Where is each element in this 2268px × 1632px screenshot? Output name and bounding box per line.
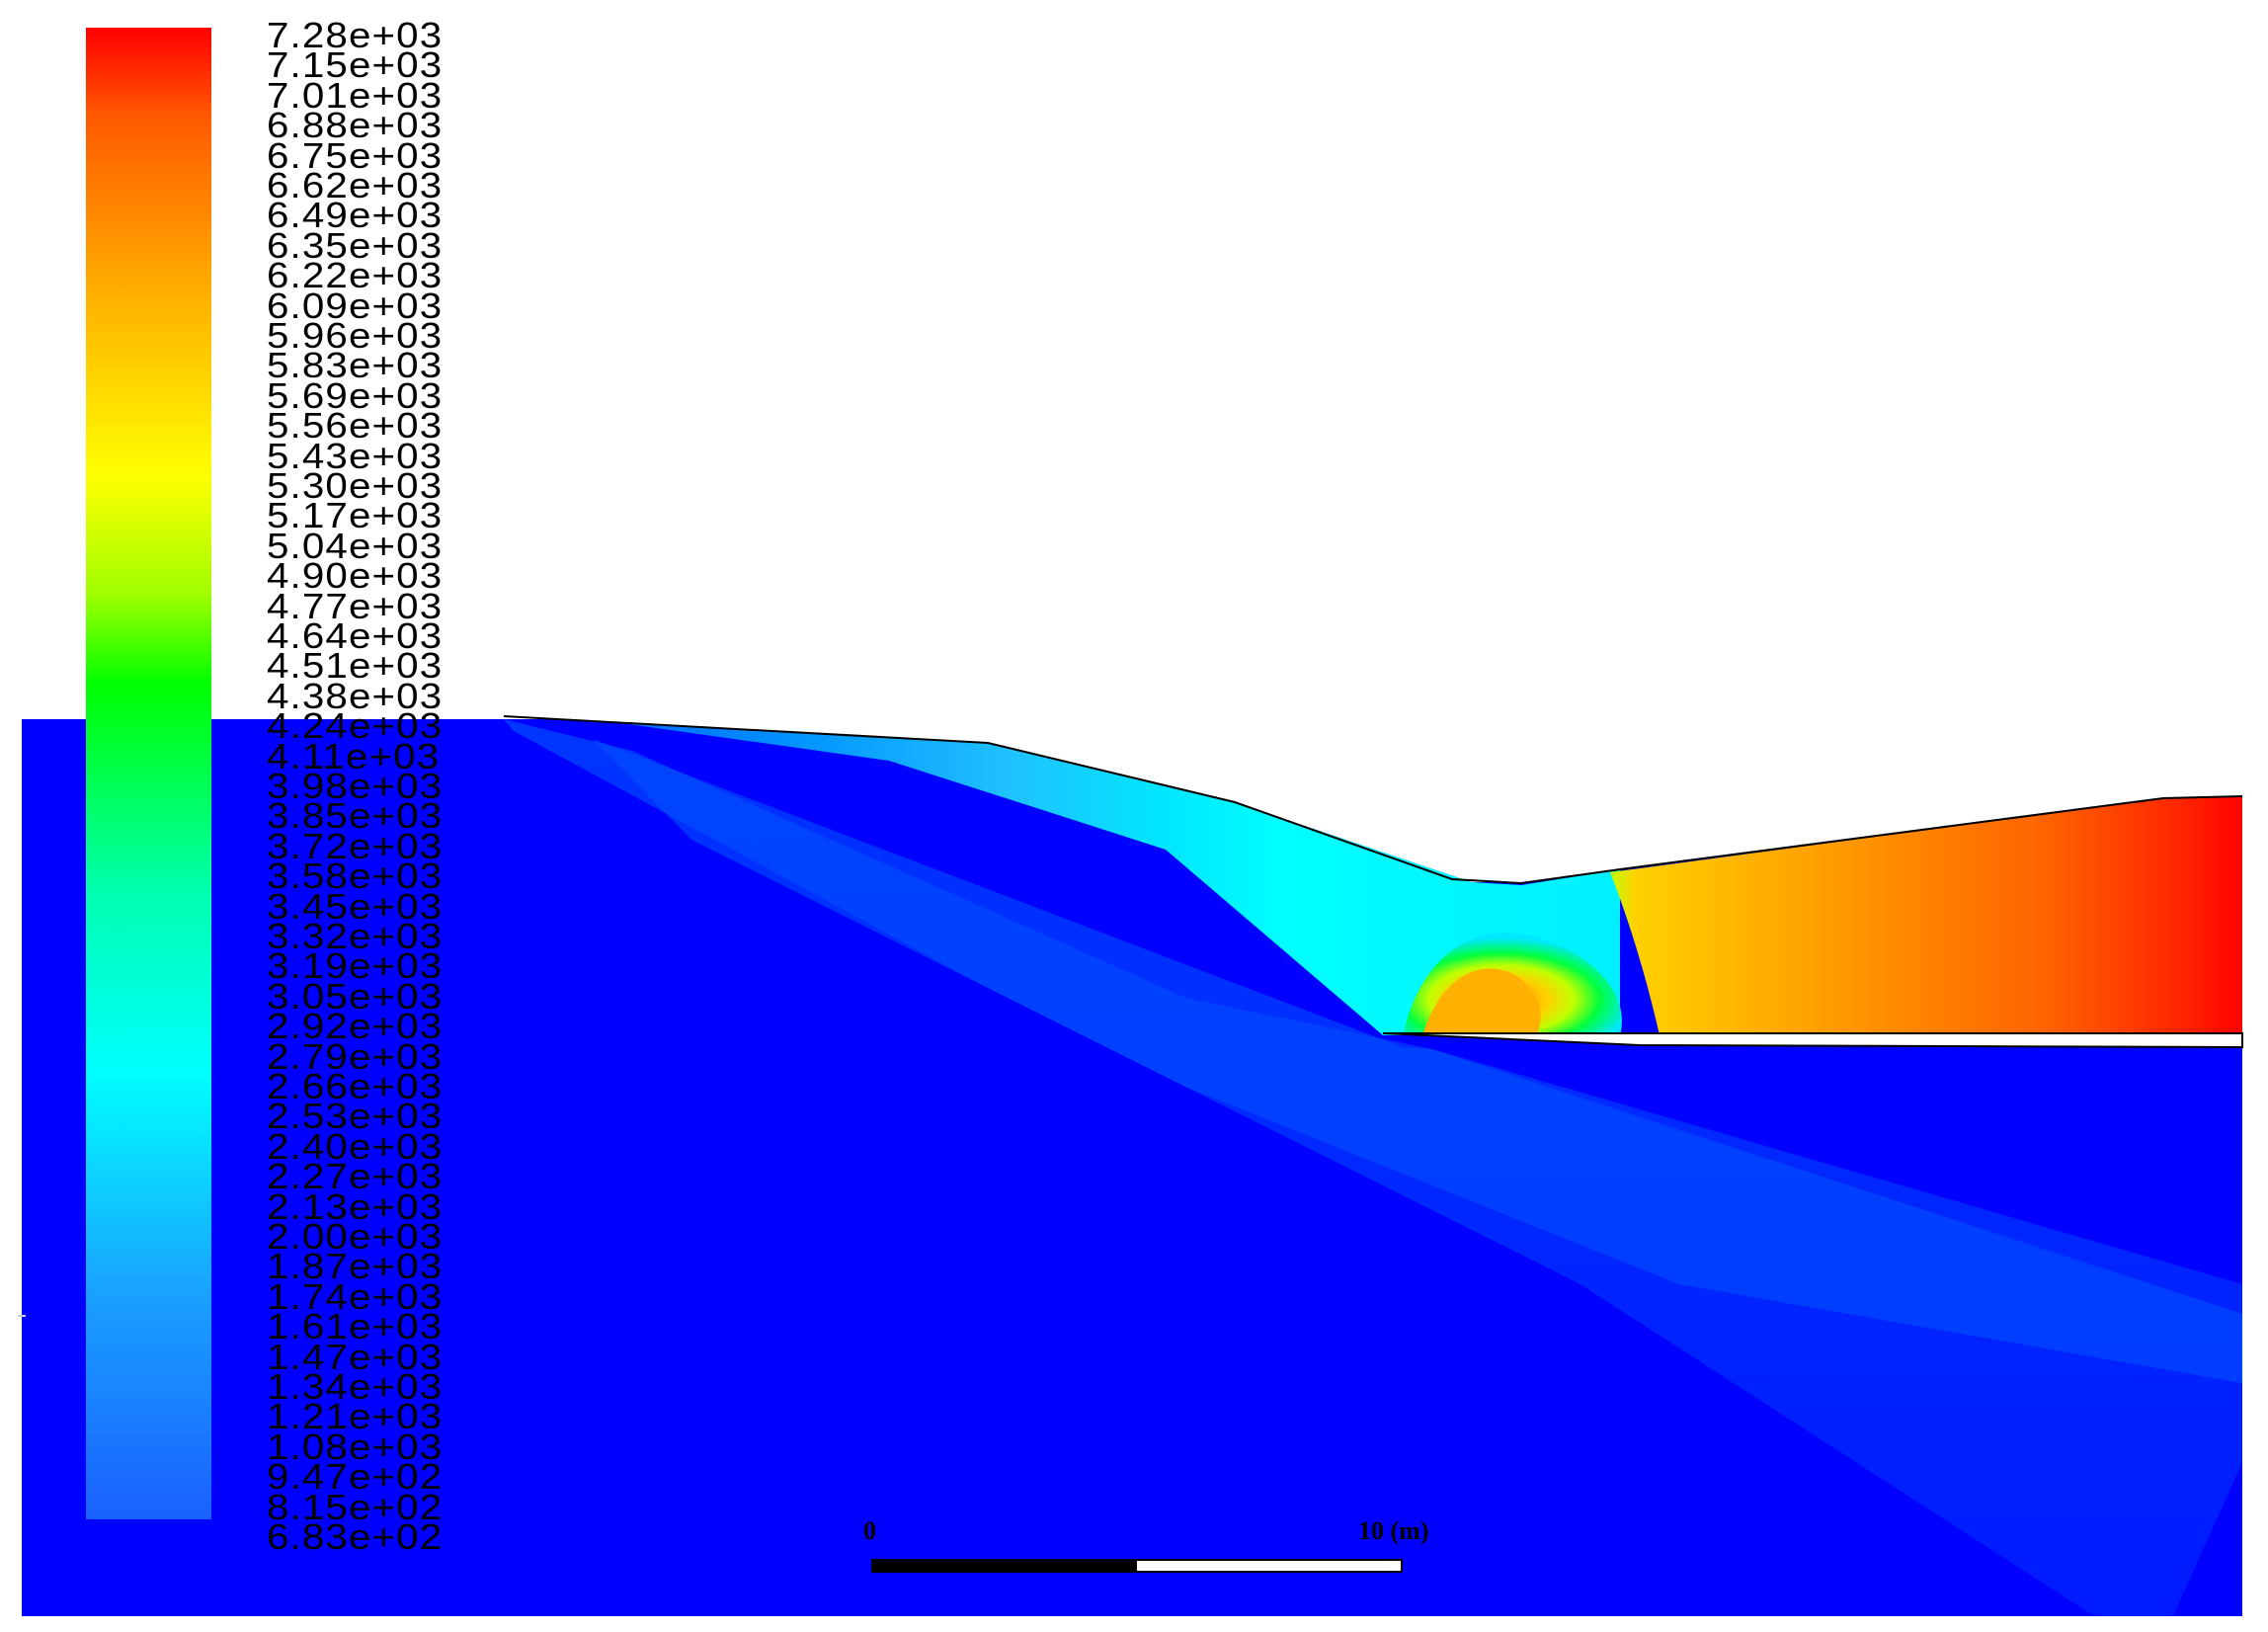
colorbar-tick-label: 3.85e+03 bbox=[267, 795, 444, 837]
colorbar-tick-label: 2.79e+03 bbox=[267, 1035, 444, 1077]
colorbar-tick-label: 4.77e+03 bbox=[267, 585, 444, 626]
colorbar-tick-label: 4.24e+03 bbox=[267, 705, 444, 747]
colorbar-tick-label: 4.11e+03 bbox=[267, 735, 441, 776]
colorbar-tick-label: 1.21e+03 bbox=[267, 1396, 444, 1437]
colorbar-tick-label: 5.69e+03 bbox=[267, 374, 444, 416]
colorbar-tick-label: 7.15e+03 bbox=[267, 44, 444, 86]
colorbar-tick-label: 2.27e+03 bbox=[267, 1156, 444, 1197]
colorbar-tick-label: 6.83e+02 bbox=[267, 1516, 444, 1557]
colorbar-tick-label: 7.28e+03 bbox=[267, 15, 444, 55]
colorbar-tick-label: 4.64e+03 bbox=[267, 615, 444, 656]
colorbar-tick-label: 5.83e+03 bbox=[267, 345, 444, 386]
colorbar-tick-label: 6.35e+03 bbox=[267, 224, 444, 266]
colorbar-tick-label: 3.45e+03 bbox=[267, 885, 444, 927]
upper-wall-line bbox=[503, 715, 2243, 885]
colorbar-tick-label: 2.00e+03 bbox=[267, 1216, 444, 1257]
colorbar-tick-label: 2.92e+03 bbox=[267, 1006, 444, 1047]
colorbar-tick-label: 8.15e+02 bbox=[267, 1486, 444, 1527]
colorbar-tick-label: 7.01e+03 bbox=[267, 74, 444, 116]
colorbar-tick-label: 4.90e+03 bbox=[267, 555, 444, 597]
colorbar-tick-label: 1.34e+03 bbox=[267, 1366, 444, 1407]
colorbar-tick-label: 6.75e+03 bbox=[267, 134, 444, 176]
colorbar-tick-label: 5.04e+03 bbox=[267, 525, 444, 566]
colorbar-tick-label: 5.96e+03 bbox=[267, 315, 444, 356]
colorbar-tick-label: 6.62e+03 bbox=[267, 165, 444, 205]
colorbar-tick-label: 6.09e+03 bbox=[267, 285, 444, 326]
colorbar-tick-label: 5.43e+03 bbox=[267, 435, 444, 476]
colorbar-tick-label: 2.53e+03 bbox=[267, 1096, 444, 1137]
colorbar-tick-label: 6.22e+03 bbox=[267, 255, 444, 296]
colorbar-tick-label: 3.32e+03 bbox=[267, 916, 444, 956]
scale-bar: 0 10 (m) bbox=[859, 1516, 1452, 1576]
colorbar-tick-label: 3.72e+03 bbox=[267, 825, 444, 866]
colorbar-tick-label: 3.98e+03 bbox=[267, 766, 444, 806]
bubble-inner bbox=[1422, 968, 1541, 1035]
colorbar bbox=[86, 28, 211, 1519]
colorbar-tick-label: 6.49e+03 bbox=[267, 195, 444, 236]
colorbar-tick-label: 4.51e+03 bbox=[267, 645, 444, 687]
colorbar-tick-label: 1.87e+03 bbox=[267, 1246, 444, 1287]
colorbar-tick-label: 5.30e+03 bbox=[267, 465, 444, 506]
colorbar-tick-label: 1.61e+03 bbox=[267, 1306, 444, 1347]
colorbar-tick-label: 6.88e+03 bbox=[267, 105, 444, 146]
colorbar-tick-label: 5.56e+03 bbox=[267, 405, 444, 447]
lower-plume-core bbox=[593, 739, 2242, 1383]
upper-void bbox=[22, 0, 2268, 882]
colorbar-tick-label: 3.58e+03 bbox=[267, 856, 444, 897]
colorbar-tick-label: 1.74e+03 bbox=[267, 1275, 444, 1317]
colorbar-labels: 7.28e+03 7.15e+03 7.01e+03 6.88e+03 6.75e+03… bbox=[267, 10, 504, 1555]
colorbar-tick-label: 1.47e+03 bbox=[267, 1336, 444, 1377]
colorbar-tick-label: 3.05e+03 bbox=[267, 975, 444, 1017]
colorbar-tick-label: 5.17e+03 bbox=[267, 495, 444, 536]
scale-start-label: 0 bbox=[863, 1516, 876, 1545]
colorbar-tick-label: 2.40e+03 bbox=[267, 1125, 444, 1167]
hot-jet-region bbox=[1610, 796, 2242, 1035]
colorbar-tick-label: 4.38e+03 bbox=[267, 675, 444, 716]
colorbar-tick-label: 9.47e+02 bbox=[267, 1456, 444, 1498]
scale-bar-fill bbox=[873, 1561, 1137, 1571]
scale-bar-track bbox=[871, 1559, 1403, 1573]
converging-region bbox=[504, 716, 1620, 1035]
colorbar-tick-label: 3.19e+03 bbox=[267, 945, 444, 987]
colorbar-tick-label: 2.66e+03 bbox=[267, 1066, 444, 1106]
colorbar-tick-label: 2.13e+03 bbox=[267, 1185, 444, 1227]
nozzle-plate bbox=[1382, 1032, 2243, 1049]
colorbar-tick-label: 1.08e+03 bbox=[267, 1426, 444, 1467]
scale-end-label: 10 (m) bbox=[1358, 1516, 1429, 1545]
